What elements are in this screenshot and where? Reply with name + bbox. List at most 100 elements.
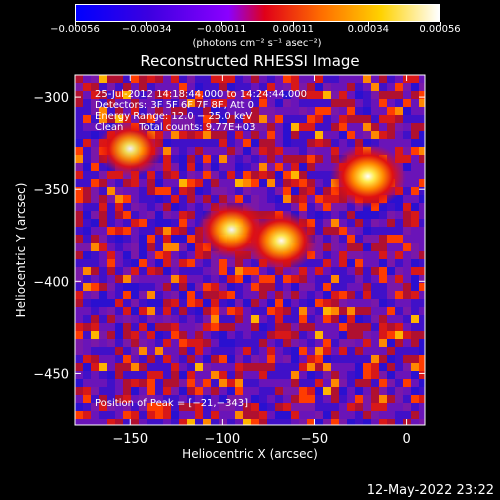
heatmap-cell [395,339,403,347]
heatmap-cell [187,75,195,83]
heatmap-cell [259,419,267,425]
heatmap-cell [363,107,371,115]
heatmap-cell [131,235,139,243]
heatmap-cell [339,387,347,395]
heatmap-cell [155,227,163,235]
heatmap-cell [379,387,387,395]
colorbar-tick-label: −0.00056 [50,24,100,35]
heatmap-cell [155,107,163,115]
heatmap-cell [387,211,395,219]
heatmap-cell [211,419,219,425]
heatmap-cell [307,395,315,403]
heatmap-cell [203,139,211,147]
heatmap-cell [155,283,163,291]
heatmap-cell [411,267,419,275]
heatmap-cell [363,339,371,347]
heatmap-cell [291,371,299,379]
heatmap-cell [315,75,323,83]
heatmap-cell [291,203,299,211]
heatmap-cell [275,331,283,339]
heatmap-cell [147,411,155,419]
heatmap-cell [371,403,379,411]
heatmap-cell [339,235,347,243]
heatmap-cell [115,411,123,419]
heatmap-cell [227,259,235,267]
heatmap-cell [403,283,411,291]
heatmap-cell [251,171,259,179]
heatmap-cell [259,83,267,91]
heatmap-cell [83,395,91,403]
heatmap-cell [331,235,339,243]
heatmap-cell [379,331,387,339]
heatmap-cell [131,379,139,387]
heatmap-cell [195,203,203,211]
heatmap-cell [251,203,259,211]
heatmap-cell [323,75,331,83]
heatmap-cell [379,227,387,235]
heatmap-cell [99,219,107,227]
heatmap-cell [355,139,363,147]
heatmap-cell [99,339,107,347]
heatmap-cell [331,379,339,387]
heatmap-cell [187,155,195,163]
heatmap-cell [267,187,275,195]
heatmap-cell [147,115,155,123]
heatmap-cell [395,283,403,291]
heatmap-cell [259,323,267,331]
heatmap-cell [195,171,203,179]
heatmap-cell [203,395,211,403]
y-tick-label: −350 [33,183,69,198]
heatmap-cell [235,403,243,411]
heatmap-cell [179,195,187,203]
heatmap-cell [395,379,403,387]
heatmap-cell [195,315,203,323]
heatmap-cell [227,379,235,387]
heatmap-cell [243,163,251,171]
heatmap-cell [283,83,291,91]
heatmap-cell [251,371,259,379]
heatmap-cell [91,163,99,171]
heatmap-cell [411,299,419,307]
heatmap-cell [299,339,307,347]
heatmap-cell [179,267,187,275]
heatmap-cell [315,323,323,331]
heatmap-cell [339,307,347,315]
heatmap-cell [355,339,363,347]
colorbar-unit-label: (photons cm⁻² s⁻¹ asec⁻²) [192,38,322,49]
heatmap-cell [83,259,91,267]
heatmap-cell [123,419,131,425]
heatmap-cell [115,251,123,259]
heatmap-cell [283,267,291,275]
heatmap-cell [331,139,339,147]
heatmap-cell [403,251,411,259]
heatmap-cell [235,291,243,299]
heatmap-cell [203,251,211,259]
heatmap-cell [323,307,331,315]
heatmap-cell [107,323,115,331]
heatmap-cell [155,307,163,315]
heatmap-cell [219,131,227,139]
heatmap-cell [379,403,387,411]
heatmap-cell [347,123,355,131]
heatmap-cell [387,243,395,251]
heatmap-cell [123,211,131,219]
heatmap-cell [299,299,307,307]
heatmap-cell [163,155,171,163]
heatmap-cell [107,179,115,187]
heatmap-cell [131,179,139,187]
heatmap-cell [163,171,171,179]
heatmap-cell [235,363,243,371]
heatmap-cell [243,187,251,195]
heatmap-cell [107,291,115,299]
heatmap-cell [331,155,339,163]
heatmap-cell [347,307,355,315]
heatmap-cell [355,395,363,403]
heatmap-cell [323,139,331,147]
heatmap-cell [91,203,99,211]
heatmap-cell [163,235,171,243]
heatmap-cell [155,395,163,403]
heatmap-cell [139,283,147,291]
heatmap-cell [355,235,363,243]
heatmap-cell [75,331,83,339]
heatmap-cell [243,83,251,91]
